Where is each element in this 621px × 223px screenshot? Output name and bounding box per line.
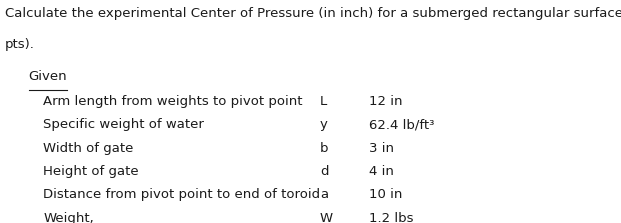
Text: d: d [320,165,329,178]
Text: L: L [320,95,327,108]
Text: Given: Given [29,70,67,83]
Text: b: b [320,142,329,155]
Text: Distance from pivot point to end of toroid: Distance from pivot point to end of toro… [43,188,320,201]
Text: y: y [320,118,328,131]
Text: a: a [320,188,328,201]
Text: Weight,: Weight, [43,212,94,223]
Text: Calculate the experimental Center of Pressure (in inch) for a submerged rectangu: Calculate the experimental Center of Pre… [5,7,621,20]
Text: Height of gate: Height of gate [43,165,139,178]
Text: 62.4 lb/ft³: 62.4 lb/ft³ [369,118,435,131]
Text: 3 in: 3 in [369,142,394,155]
Text: 4 in: 4 in [369,165,394,178]
Text: 12 in: 12 in [369,95,403,108]
Text: W: W [320,212,333,223]
Text: Specific weight of water: Specific weight of water [43,118,204,131]
Text: Arm length from weights to pivot point: Arm length from weights to pivot point [43,95,303,108]
Text: Width of gate: Width of gate [43,142,134,155]
Text: pts).: pts). [5,38,35,51]
Text: 1.2 lbs: 1.2 lbs [369,212,414,223]
Text: 10 in: 10 in [369,188,403,201]
